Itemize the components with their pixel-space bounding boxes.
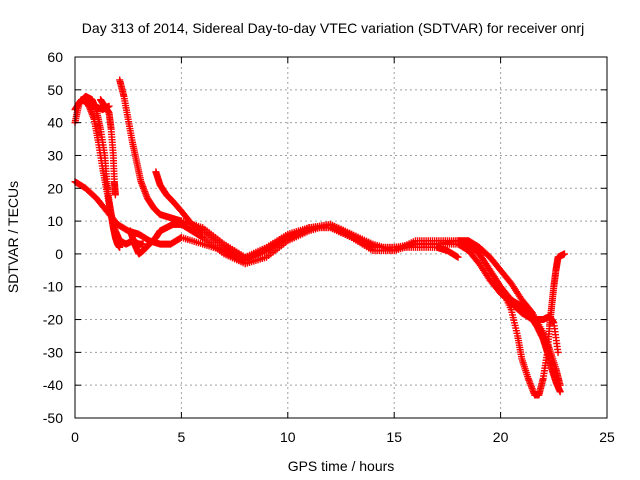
x-tick-label: 5 (178, 429, 186, 445)
data-point (105, 102, 113, 110)
y-axis-label: SDTVAR / TECUs (5, 181, 21, 293)
tick-labels: 0 5 10 15 20 25 -50 -40 -30 -20 -10 0 10 20 30 40 50 60 (43, 49, 615, 445)
data-point (454, 253, 462, 261)
y-tick-label: 50 (47, 82, 63, 98)
y-tick-label: -40 (43, 377, 63, 393)
x-tick-label: 15 (386, 429, 402, 445)
y-tick-label: 20 (47, 180, 63, 196)
y-tick-label: 30 (47, 147, 63, 163)
data-point (560, 250, 568, 258)
series-track-f (116, 76, 462, 261)
series-track-i (465, 240, 564, 396)
y-tick-label: -10 (43, 279, 63, 295)
y-tick-label: -30 (43, 344, 63, 360)
series-track-h (126, 220, 564, 389)
x-axis-label: GPS time / hours (288, 458, 395, 474)
x-tick-label: 10 (280, 429, 296, 445)
plot-frame (74, 56, 608, 419)
y-tick-label: -20 (43, 312, 63, 328)
y-tick-label: 40 (47, 115, 63, 131)
y-tick-label: 0 (55, 246, 63, 262)
data-points (71, 76, 568, 399)
y-tick-label: -50 (43, 410, 63, 426)
y-tick-label: 10 (47, 213, 63, 229)
x-tick-label: 0 (71, 429, 79, 445)
data-point (556, 388, 564, 396)
series-track-g (152, 168, 568, 399)
x-tick-label: 25 (599, 429, 615, 445)
axis-ticks (74, 56, 608, 419)
series-track-e (82, 99, 113, 114)
chart-title: Day 313 of 2014, Sidereal Day-to-day VTE… (82, 20, 584, 36)
data-point (116, 243, 124, 251)
y-tick-label: 60 (47, 49, 63, 65)
data-point (111, 191, 119, 199)
grid-lines (75, 57, 607, 418)
x-tick-label: 20 (493, 429, 509, 445)
data-point (554, 348, 562, 356)
